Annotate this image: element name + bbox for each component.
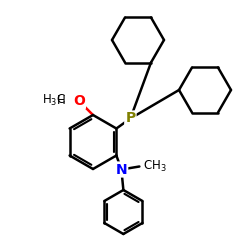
Text: P: P bbox=[125, 112, 136, 126]
Text: N: N bbox=[116, 162, 127, 176]
Text: H$_3$C: H$_3$C bbox=[42, 92, 66, 108]
Text: O: O bbox=[73, 94, 85, 108]
Text: H: H bbox=[57, 94, 66, 106]
Text: CH$_3$: CH$_3$ bbox=[144, 159, 167, 174]
